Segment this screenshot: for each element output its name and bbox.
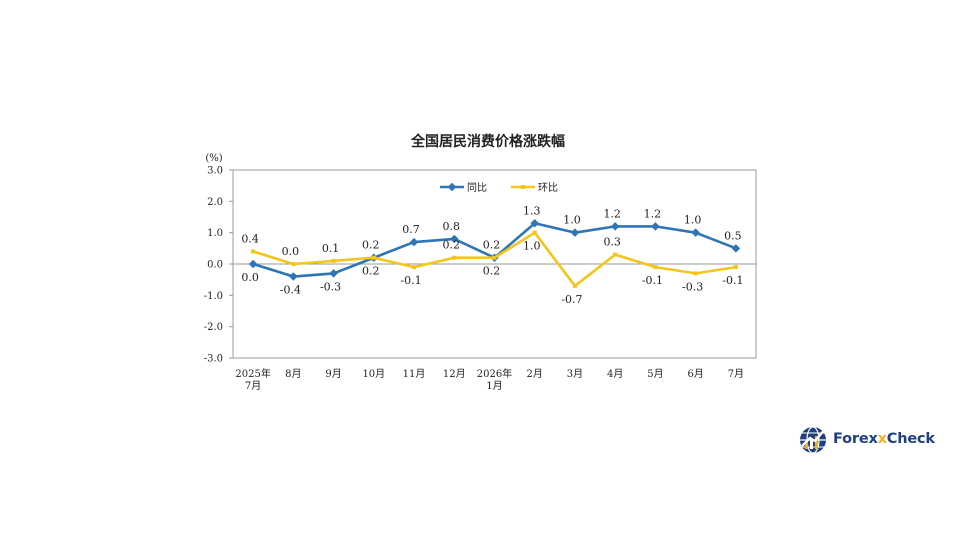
legend-marker xyxy=(447,182,457,192)
data-label: 1.2 xyxy=(644,207,662,220)
x-tick-label: 2026年 xyxy=(477,367,512,380)
x-tick-label: 7月 xyxy=(728,368,744,380)
data-point-mom xyxy=(532,230,537,235)
data-point-mom xyxy=(291,262,296,266)
data-label: 0.2 xyxy=(362,265,380,278)
x-tick-label: 6月 xyxy=(687,368,703,380)
data-label: 0.8 xyxy=(443,220,461,233)
data-label: 0.5 xyxy=(724,229,742,242)
data-point-mom xyxy=(492,255,497,260)
data-point-yoy xyxy=(289,272,298,281)
x-tick-label: 3月 xyxy=(567,368,583,380)
data-label: 0.7 xyxy=(402,223,420,236)
chart-title: 全国居民消费价格涨跌幅 xyxy=(410,133,565,150)
data-point-mom xyxy=(693,271,698,276)
data-label: 1.3 xyxy=(523,204,541,217)
data-label: 0.0 xyxy=(241,271,259,284)
data-point-mom xyxy=(653,265,658,270)
data-point-mom xyxy=(613,252,618,257)
data-point-yoy xyxy=(450,234,459,244)
data-label: -0.7 xyxy=(561,293,582,306)
y-unit-label: (%) xyxy=(205,153,222,164)
data-label: -0.3 xyxy=(320,280,341,293)
data-point-mom xyxy=(371,255,376,260)
data-point-mom xyxy=(733,265,738,270)
x-tick-label: 1月 xyxy=(486,380,502,392)
legend: 同比 环比 xyxy=(440,182,558,194)
legend-label: 同比 xyxy=(467,182,487,194)
legend-marker xyxy=(521,185,525,189)
data-label: 0.2 xyxy=(483,265,501,278)
data-label: -0.4 xyxy=(280,284,301,297)
data-point-mom xyxy=(572,283,577,288)
data-point-yoy xyxy=(651,222,660,231)
logo-wordmark: ForexxCheck xyxy=(833,431,935,447)
x-tick-label: 4月 xyxy=(607,368,623,380)
data-label: -0.1 xyxy=(400,274,421,287)
data-label: 0.2 xyxy=(483,239,501,252)
y-tick-label: 0.0 xyxy=(207,260,223,271)
y-tick-label: 3.0 xyxy=(207,166,223,177)
data-label: 0.4 xyxy=(241,232,259,245)
forexcheck-logo: ForexxCheck xyxy=(798,423,935,455)
data-label: 1.0 xyxy=(523,240,541,253)
data-label: 1.2 xyxy=(603,207,621,220)
data-point-yoy xyxy=(329,269,338,278)
x-tick-label: 11月 xyxy=(403,368,426,380)
data-label: -0.1 xyxy=(722,274,743,287)
data-point-mom xyxy=(251,249,256,254)
y-tick-label: -2.0 xyxy=(204,322,223,333)
data-label: 1.0 xyxy=(563,214,581,227)
data-point-mom xyxy=(331,258,336,263)
data-point-mom xyxy=(412,265,417,270)
data-point-yoy xyxy=(248,259,258,269)
data-point-mom xyxy=(452,255,457,260)
data-label: 0.0 xyxy=(282,245,300,258)
series-group: 0.0 -0.4 -0.3 0.2 0.7 0.8 0.2 1.3 1.0 1.2 1.2 1.0 0.… xyxy=(241,204,743,306)
x-tick-label: 7月 xyxy=(245,380,261,392)
data-label: 0.3 xyxy=(603,236,621,249)
x-tick-label: 9月 xyxy=(325,368,341,380)
y-tick-label: -1.0 xyxy=(204,291,223,302)
data-point-yoy xyxy=(409,237,419,247)
data-label: -0.3 xyxy=(682,280,703,293)
x-tick-label: 8月 xyxy=(285,368,301,380)
globe-chart-icon xyxy=(800,426,828,454)
y-tick-label: 2.0 xyxy=(207,197,223,208)
x-tick-label: 2025年 xyxy=(235,367,270,380)
data-label: 0.1 xyxy=(322,242,340,255)
legend-label: 环比 xyxy=(538,182,558,194)
y-tick-label: 1.0 xyxy=(207,228,223,239)
x-tick-label: 10月 xyxy=(362,368,385,380)
data-point-yoy xyxy=(610,222,620,231)
data-point-yoy xyxy=(731,244,741,253)
data-label: 0.2 xyxy=(362,239,380,252)
data-point-yoy xyxy=(570,228,580,237)
data-label: -0.1 xyxy=(642,274,663,287)
x-tick-label: 2月 xyxy=(527,368,543,380)
y-tick-label: -3.0 xyxy=(204,354,223,365)
data-label: 1.0 xyxy=(684,214,702,227)
x-tick-label: 12月 xyxy=(443,368,466,380)
x-tick-label: 5月 xyxy=(647,368,663,380)
data-label: 0.2 xyxy=(443,239,461,252)
data-point-yoy xyxy=(691,228,700,237)
